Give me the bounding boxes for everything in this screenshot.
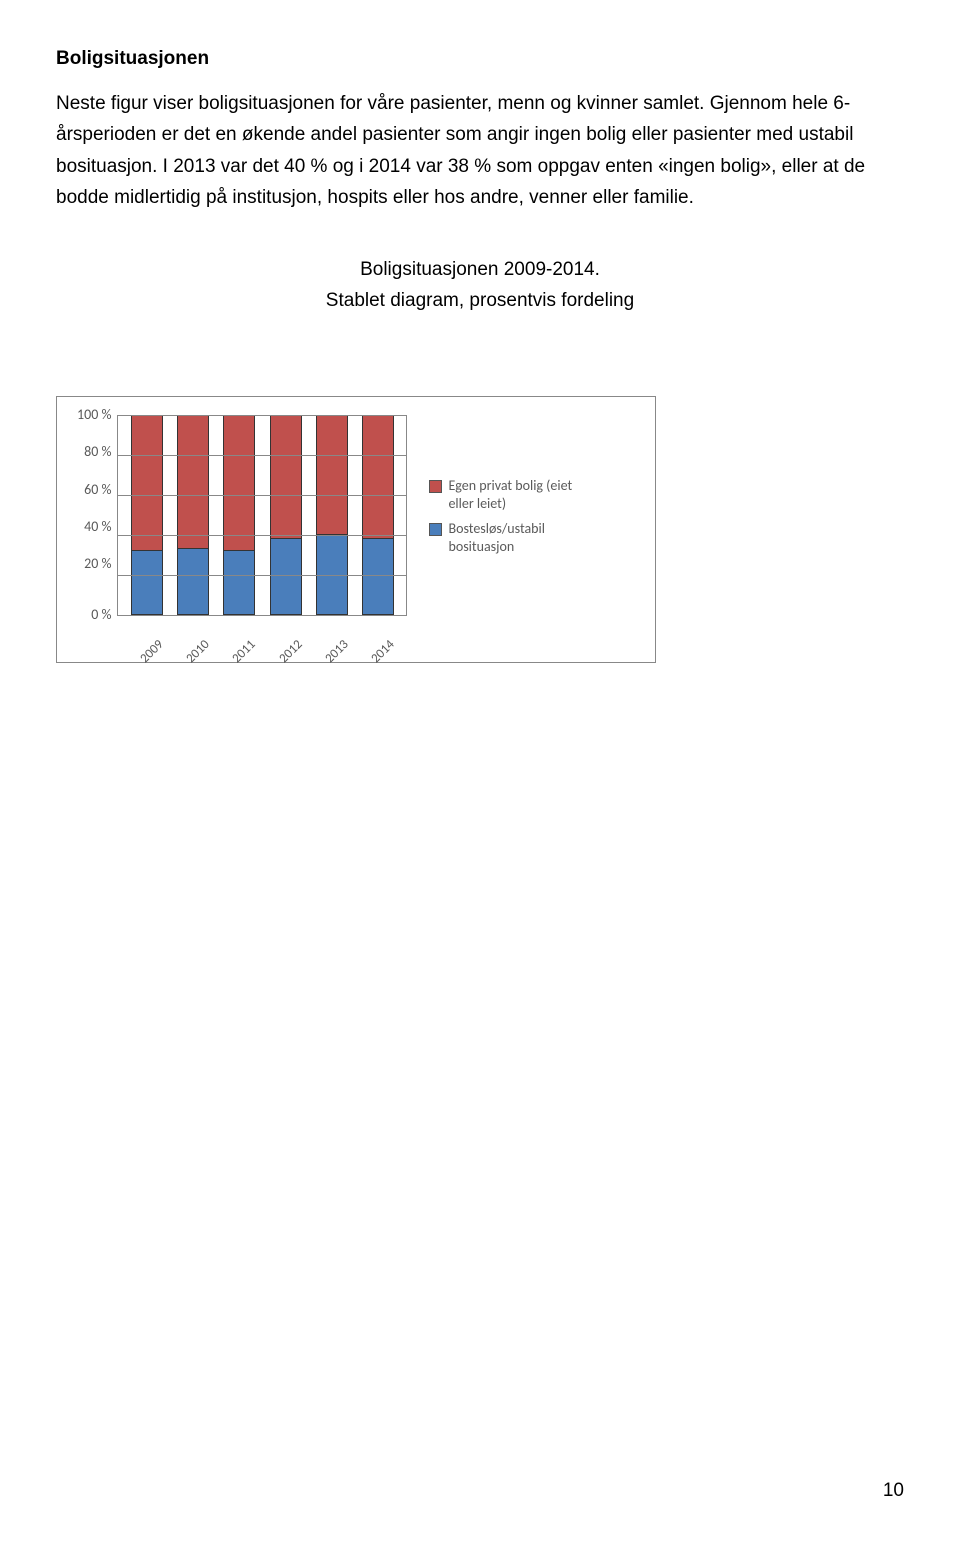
- chart-title-line1: Boligsituasjonen 2009-2014.: [56, 255, 904, 285]
- bar-segment-bottom: [271, 539, 301, 614]
- y-tick-label: 0 %: [77, 608, 111, 622]
- bar-segment-top: [271, 416, 301, 539]
- bar-segment-top: [317, 416, 347, 535]
- grid-line: [117, 615, 407, 616]
- y-tick-label: 20 %: [77, 557, 111, 571]
- y-tick-label: 40 %: [77, 520, 111, 534]
- chart-title-line2: Stablet diagram, prosentvis fordeling: [56, 286, 904, 316]
- x-axis-labels: 200920102011201220132014: [117, 615, 407, 650]
- chart-legend: Egen privat bolig (eiet eller leiet) Bost…: [429, 477, 598, 563]
- chart-plot-area: [117, 415, 407, 615]
- bar-segment-top: [363, 416, 393, 539]
- bar: [177, 415, 209, 615]
- bar: [131, 415, 163, 615]
- bar-segment-bottom: [132, 551, 162, 614]
- legend-label: Bostesløs/ustabil bosituasjon: [448, 520, 598, 555]
- body-paragraph: Neste figur viser boligsituasjonen for v…: [56, 88, 904, 213]
- y-tick-label: 80 %: [77, 445, 111, 459]
- legend-label: Egen privat bolig (eiet eller leiet): [448, 477, 598, 512]
- bar: [270, 415, 302, 615]
- x-tick-label: 2014: [367, 635, 400, 668]
- x-tick-label: 2010: [181, 635, 214, 668]
- legend-item: Egen privat bolig (eiet eller leiet): [429, 477, 598, 512]
- legend-swatch: [429, 523, 442, 536]
- bar-segment-bottom: [224, 551, 254, 614]
- chart-frame: 100 % 80 % 60 % 40 % 20 % 0 % 200920102011201…: [56, 396, 656, 663]
- grid-line: [117, 535, 407, 536]
- x-tick-label: 2012: [274, 635, 307, 668]
- bar-segment-bottom: [363, 539, 393, 614]
- grid-line: [117, 455, 407, 456]
- bar: [223, 415, 255, 615]
- y-tick-label: 60 %: [77, 483, 111, 497]
- bar-segment-top: [224, 416, 254, 551]
- chart-title-block: Boligsituasjonen 2009-2014. Stablet diag…: [56, 255, 904, 316]
- bar-segment-top: [178, 416, 208, 549]
- grid-line: [117, 575, 407, 576]
- grid-line: [117, 495, 407, 496]
- x-tick-label: 2011: [228, 635, 261, 668]
- x-tick-label: 2013: [320, 635, 353, 668]
- x-tick-label: 2009: [135, 635, 168, 668]
- bar-segment-top: [132, 416, 162, 551]
- bar-segment-bottom: [178, 549, 208, 614]
- legend-item: Bostesløs/ustabil bosituasjon: [429, 520, 598, 555]
- legend-swatch: [429, 480, 442, 493]
- y-tick-label: 100 %: [77, 408, 111, 422]
- bar: [316, 415, 348, 615]
- y-axis-labels: 100 %80 %60 %40 %20 %0 %: [77, 415, 117, 615]
- page-number: 10: [883, 1480, 904, 1502]
- bar: [362, 415, 394, 615]
- section-heading: Boligsituasjonen: [56, 48, 904, 70]
- grid-line: [117, 415, 407, 416]
